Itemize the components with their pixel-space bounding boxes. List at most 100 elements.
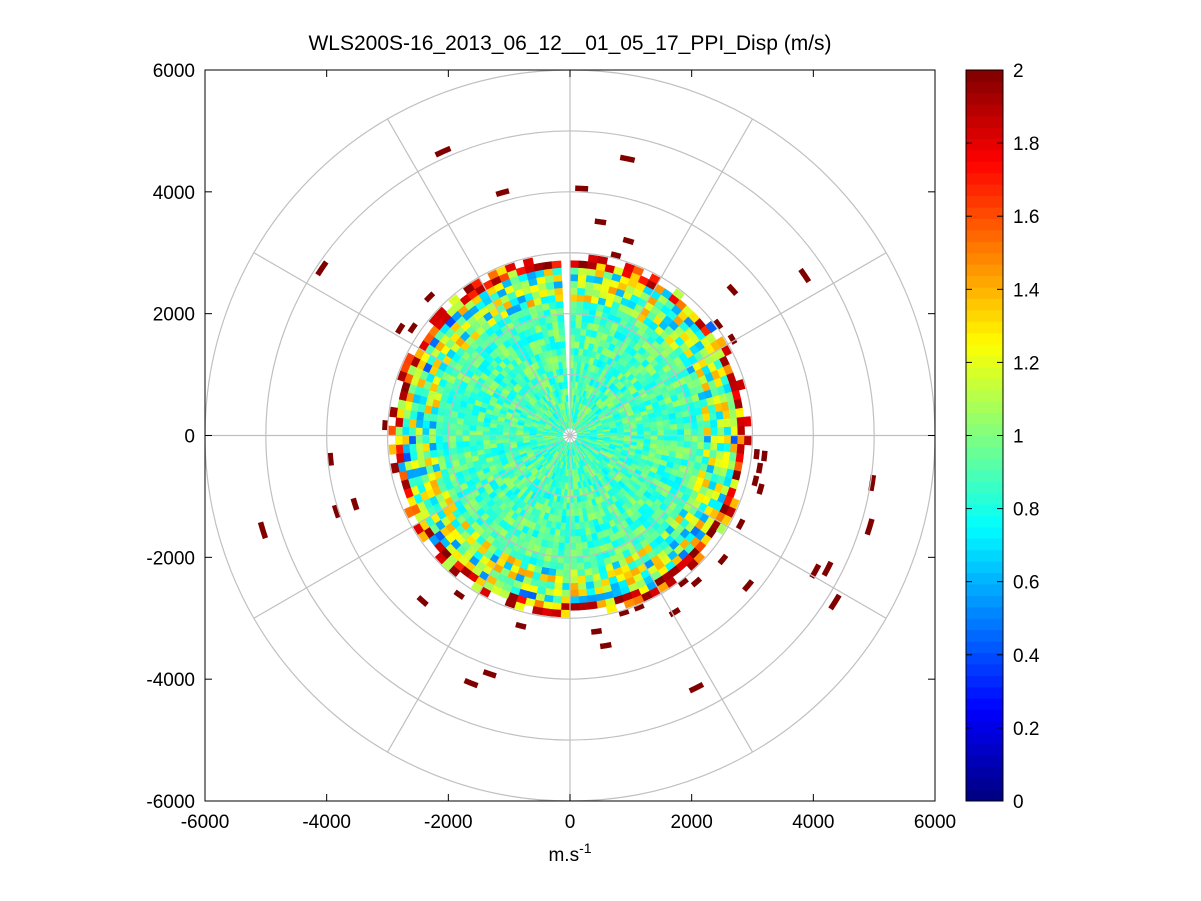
ppi-cell — [569, 320, 577, 329]
colorbar-tick-label: 0.2 — [1013, 719, 1039, 740]
outlier-cell — [755, 462, 764, 474]
ppi-cell — [560, 347, 567, 356]
ppi-cell — [428, 442, 437, 451]
ppi-cell — [408, 418, 417, 428]
colorbar-band — [966, 344, 1003, 357]
outlier-cell — [622, 236, 635, 246]
colorbar-band — [966, 675, 1003, 688]
ppi-cell — [632, 265, 645, 277]
ppi-cell — [569, 589, 579, 598]
ppi-cell — [569, 542, 577, 551]
ppi-cell — [408, 435, 417, 445]
outlier-cell — [761, 450, 768, 462]
ppi-cell — [547, 294, 557, 303]
ppi-cell — [541, 607, 553, 617]
colorbar-band — [966, 721, 1003, 733]
ppi-cell — [578, 267, 588, 276]
ppi-cell — [448, 422, 457, 430]
ppi-cell — [730, 435, 739, 445]
ppi-cell — [576, 294, 586, 302]
x-tick-label: -4000 — [302, 812, 351, 833]
ppi-cell — [551, 260, 562, 269]
ppi-cell — [705, 320, 718, 334]
ppi-cell — [670, 429, 678, 436]
y-tick-label: 6000 — [153, 61, 195, 82]
colorbar-band — [966, 435, 1003, 448]
ppi-cell — [546, 574, 556, 584]
colorbar-tick-label: 0 — [1013, 792, 1024, 813]
ppi-cell — [397, 398, 407, 410]
ppi-cell — [388, 425, 396, 436]
outlier-cell — [515, 621, 527, 630]
ppi-cell — [561, 360, 567, 369]
ppi-cell — [561, 576, 571, 584]
ppi-cell — [587, 601, 598, 610]
ppi-cell — [716, 419, 725, 429]
ppi-cell — [569, 340, 576, 349]
ppi-cell — [561, 589, 571, 598]
colorbar-band — [966, 789, 1003, 802]
ppi-cell — [475, 435, 483, 441]
ppi-cell — [676, 440, 685, 448]
axis-ticks: -6000 -4000 -2000 0 2000 4000 6000 6000 4000 2000… — [146, 61, 956, 833]
ppi-cell — [468, 429, 477, 436]
ppi-cell — [388, 444, 397, 455]
ppi-cell — [670, 423, 678, 431]
ppi-cell — [558, 327, 566, 336]
ppi-cell — [559, 340, 566, 349]
ppi-cell — [402, 417, 410, 428]
ppi-cell — [723, 435, 732, 445]
ppi-cell — [422, 411, 431, 422]
colorbar-tick-label: 1.8 — [1013, 134, 1039, 155]
ppi-cell — [558, 535, 566, 544]
ppi-cell — [743, 416, 752, 427]
ppi-cell — [551, 602, 562, 611]
ppi-cell — [565, 509, 571, 517]
x-axis-label: m.s-1 — [548, 840, 591, 866]
colorbar-tick-label: 0.6 — [1013, 573, 1039, 594]
outlier-cell — [434, 145, 452, 158]
ppi-cell — [577, 287, 586, 296]
colorbar-band — [966, 92, 1003, 105]
ppi-cell — [422, 449, 431, 460]
ppi-cell — [569, 603, 580, 611]
ppi-cell — [565, 516, 571, 524]
ppi-cell — [650, 426, 658, 432]
ppi-cell — [435, 421, 444, 430]
ppi-cell — [560, 609, 571, 618]
y-tick-label: 2000 — [153, 305, 195, 326]
ppi-cell — [574, 535, 582, 544]
ppi-cell — [676, 423, 685, 431]
outlier-cell — [742, 579, 755, 593]
ppi-cell — [482, 430, 490, 436]
outlier-cell — [423, 291, 436, 303]
colorbar-band — [966, 207, 1003, 219]
colorbar-band — [966, 70, 1003, 82]
ppi-cell — [733, 398, 743, 410]
ppi-cell — [577, 273, 588, 282]
ppi-cell — [583, 561, 592, 570]
ppi-cell — [716, 522, 728, 535]
outlier-cell — [726, 283, 739, 296]
ppi-cell — [569, 334, 576, 342]
ppi-cell — [716, 442, 725, 452]
ppi-cell — [583, 294, 593, 303]
ppi-cell — [422, 419, 430, 429]
ppi-cell — [428, 427, 437, 436]
ppi-cell — [557, 320, 565, 329]
outlier-cell — [809, 563, 822, 579]
ppi-cell — [569, 529, 576, 537]
ppi-cell — [470, 581, 484, 594]
ppi-cell — [389, 406, 398, 418]
ppi-cell — [563, 549, 571, 558]
colorbar-band — [966, 355, 1003, 368]
ppi-cell — [401, 426, 410, 436]
colorbar-band — [966, 275, 1003, 288]
ppi-cell — [723, 426, 732, 436]
ppi-cell — [710, 435, 719, 444]
ppi-cell — [573, 509, 579, 517]
colorbar-band — [966, 378, 1003, 391]
ppi-cell — [475, 430, 483, 436]
ppi-cell — [677, 435, 685, 442]
ppi-cell — [449, 447, 458, 455]
